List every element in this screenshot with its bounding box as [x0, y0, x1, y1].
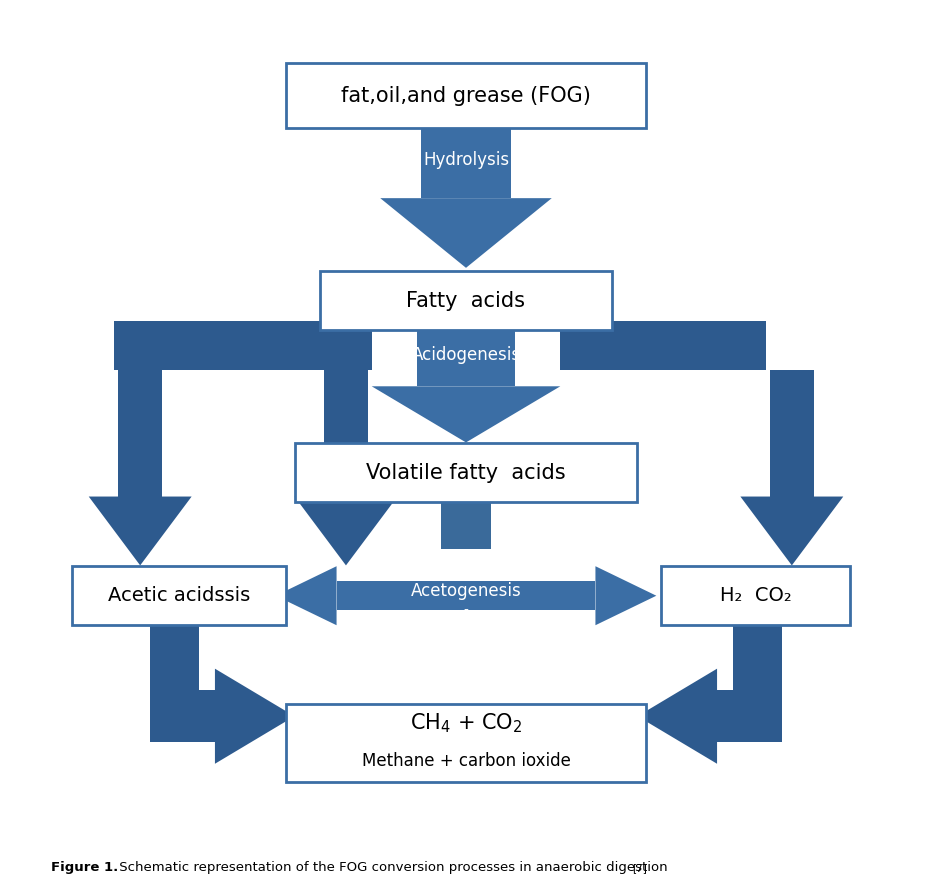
Polygon shape: [336, 581, 596, 610]
Polygon shape: [89, 496, 192, 566]
Polygon shape: [150, 690, 215, 742]
Text: CH$_4$ + CO$_2$: CH$_4$ + CO$_2$: [410, 711, 522, 734]
Polygon shape: [372, 387, 560, 443]
FancyBboxPatch shape: [72, 566, 286, 625]
Text: fat,oil,and grease (FOG): fat,oil,and grease (FOG): [341, 86, 591, 106]
Polygon shape: [380, 198, 552, 268]
FancyBboxPatch shape: [321, 271, 611, 331]
Text: Fatty  acids: Fatty acids: [406, 290, 526, 311]
Text: [7]: [7]: [632, 862, 647, 873]
FancyBboxPatch shape: [286, 63, 646, 128]
Text: Methane + carbon ioxide: Methane + carbon ioxide: [362, 752, 570, 771]
Text: Hydrolysis: Hydrolysis: [423, 151, 509, 168]
Text: Acetic acidssis: Acetic acidssis: [107, 586, 250, 605]
Polygon shape: [166, 321, 372, 371]
Polygon shape: [150, 625, 199, 692]
Polygon shape: [115, 321, 321, 371]
Text: Acetogenesis: Acetogenesis: [411, 582, 521, 600]
Polygon shape: [215, 668, 295, 764]
Text: H₂  CO₂: H₂ CO₂: [720, 586, 791, 605]
Polygon shape: [441, 503, 491, 549]
Text: Figure 1.: Figure 1.: [51, 862, 118, 874]
Polygon shape: [733, 625, 782, 692]
Polygon shape: [421, 128, 511, 198]
Polygon shape: [770, 371, 814, 496]
Polygon shape: [717, 690, 782, 742]
Text: Volatile fatty  acids: Volatile fatty acids: [366, 462, 566, 483]
Text: Acidogenesis: Acidogenesis: [411, 347, 521, 364]
Text: Schematic representation of the FOG conversion processes in anaerobic digestion: Schematic representation of the FOG conv…: [115, 862, 672, 874]
Polygon shape: [560, 321, 766, 371]
FancyBboxPatch shape: [662, 566, 850, 625]
Polygon shape: [637, 668, 717, 764]
Text: -: -: [463, 603, 469, 617]
Polygon shape: [118, 371, 162, 496]
FancyBboxPatch shape: [286, 704, 646, 782]
Polygon shape: [417, 331, 515, 387]
FancyBboxPatch shape: [295, 443, 637, 503]
Polygon shape: [740, 496, 843, 566]
Polygon shape: [295, 496, 397, 566]
Polygon shape: [596, 566, 656, 625]
Polygon shape: [324, 371, 368, 496]
Polygon shape: [276, 566, 336, 625]
